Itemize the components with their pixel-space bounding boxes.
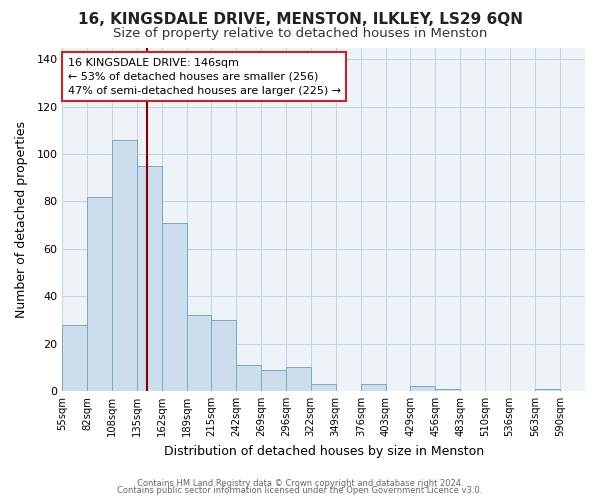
X-axis label: Distribution of detached houses by size in Menston: Distribution of detached houses by size … xyxy=(164,444,484,458)
Bar xyxy=(262,370,286,391)
Bar xyxy=(236,365,262,391)
Bar xyxy=(187,315,211,391)
Bar xyxy=(62,324,88,391)
Bar xyxy=(112,140,137,391)
Bar xyxy=(435,388,460,391)
Text: Contains public sector information licensed under the Open Government Licence v3: Contains public sector information licen… xyxy=(118,486,482,495)
Bar xyxy=(137,166,162,391)
Text: Contains HM Land Registry data © Crown copyright and database right 2024.: Contains HM Land Registry data © Crown c… xyxy=(137,478,463,488)
Bar xyxy=(361,384,386,391)
Text: 16, KINGSDALE DRIVE, MENSTON, ILKLEY, LS29 6QN: 16, KINGSDALE DRIVE, MENSTON, ILKLEY, LS… xyxy=(77,12,523,28)
Bar xyxy=(88,196,112,391)
Bar xyxy=(535,388,560,391)
Y-axis label: Number of detached properties: Number of detached properties xyxy=(15,120,28,318)
Bar xyxy=(162,223,187,391)
Text: 16 KINGSDALE DRIVE: 146sqm
← 53% of detached houses are smaller (256)
47% of sem: 16 KINGSDALE DRIVE: 146sqm ← 53% of deta… xyxy=(68,58,341,96)
Bar xyxy=(410,386,435,391)
Bar xyxy=(286,367,311,391)
Bar xyxy=(211,320,236,391)
Text: Size of property relative to detached houses in Menston: Size of property relative to detached ho… xyxy=(113,28,487,40)
Bar xyxy=(311,384,336,391)
